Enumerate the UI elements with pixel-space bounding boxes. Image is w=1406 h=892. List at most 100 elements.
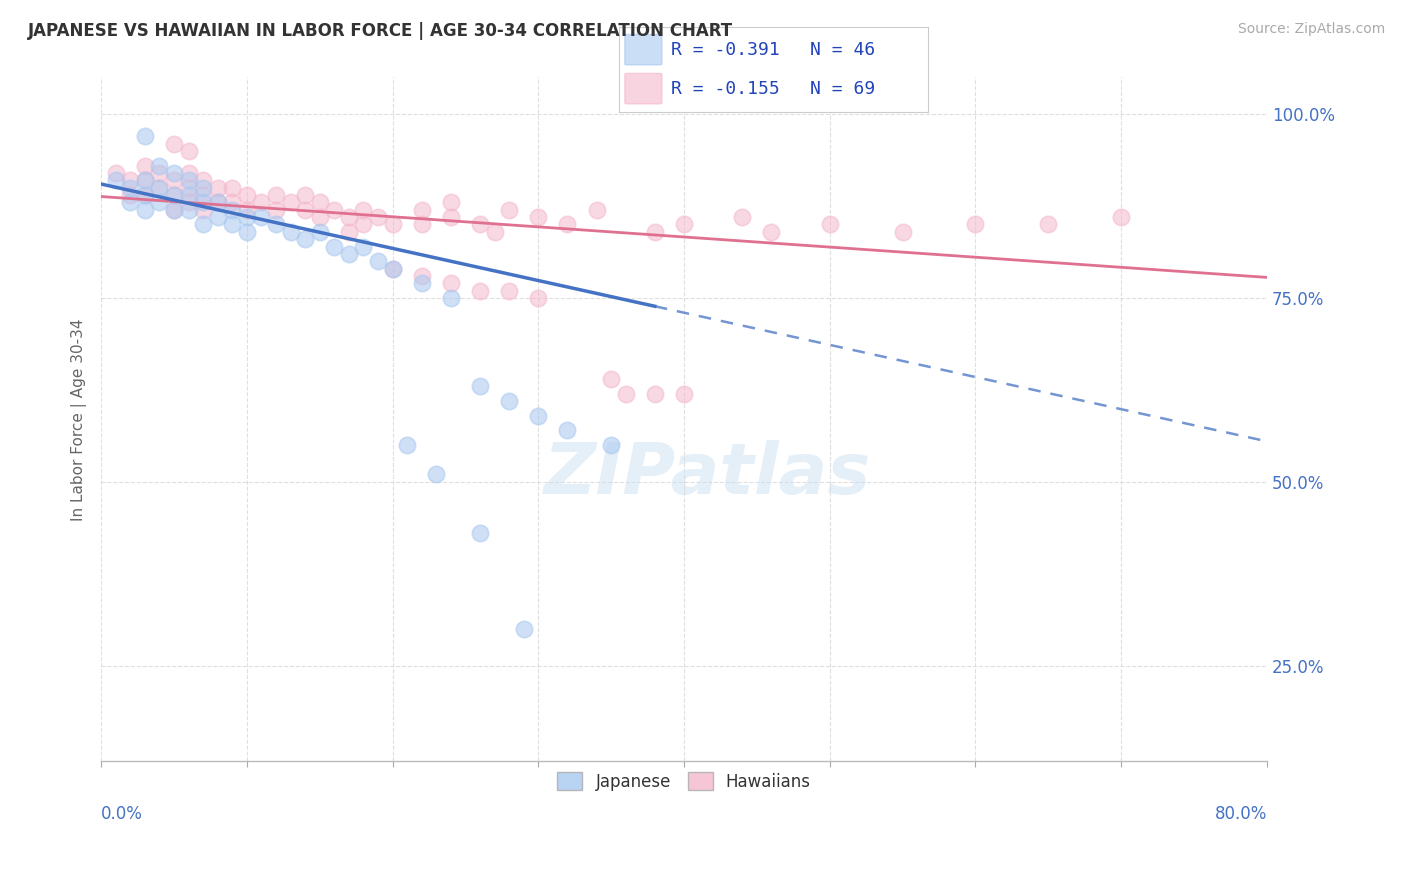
Point xyxy=(381,261,404,276)
Point xyxy=(148,195,170,210)
Point xyxy=(440,277,463,291)
Point xyxy=(381,261,404,276)
Text: N = 46: N = 46 xyxy=(810,41,876,59)
Point xyxy=(236,188,259,202)
Point xyxy=(177,144,200,158)
Point xyxy=(498,393,520,408)
Point xyxy=(236,202,259,217)
Point xyxy=(221,218,243,232)
Point xyxy=(337,247,360,261)
Point xyxy=(221,180,243,194)
Point xyxy=(191,202,214,217)
Point xyxy=(163,136,186,151)
Point xyxy=(468,218,491,232)
Text: 80.0%: 80.0% xyxy=(1215,805,1267,823)
Point xyxy=(163,173,186,187)
Point xyxy=(177,188,200,202)
Point xyxy=(148,159,170,173)
Point xyxy=(221,195,243,210)
Point xyxy=(411,277,433,291)
Point xyxy=(104,173,127,187)
Point xyxy=(731,210,754,224)
Point xyxy=(1109,210,1132,224)
Point xyxy=(280,225,302,239)
Point xyxy=(236,225,259,239)
Point xyxy=(672,218,695,232)
Point xyxy=(177,173,200,187)
Point xyxy=(498,202,520,217)
Point xyxy=(308,195,330,210)
Point xyxy=(585,202,607,217)
Point xyxy=(191,173,214,187)
Y-axis label: In Labor Force | Age 30-34: In Labor Force | Age 30-34 xyxy=(72,318,87,521)
FancyBboxPatch shape xyxy=(624,35,662,65)
Point xyxy=(396,438,419,452)
Point xyxy=(425,467,447,482)
Point xyxy=(965,218,987,232)
Point xyxy=(191,188,214,202)
Point xyxy=(411,268,433,283)
Point xyxy=(120,180,142,194)
Point xyxy=(120,195,142,210)
Point xyxy=(177,195,200,210)
Text: R = -0.391: R = -0.391 xyxy=(671,41,780,59)
Point xyxy=(294,202,316,217)
Point xyxy=(672,386,695,401)
Point xyxy=(352,218,374,232)
Point xyxy=(294,188,316,202)
Point xyxy=(411,218,433,232)
Point xyxy=(367,254,389,268)
Point xyxy=(250,210,273,224)
Point xyxy=(891,225,914,239)
Point xyxy=(352,202,374,217)
Point xyxy=(207,180,229,194)
Point xyxy=(134,202,156,217)
Point xyxy=(294,232,316,246)
Point xyxy=(411,202,433,217)
Point xyxy=(381,218,404,232)
Point xyxy=(120,188,142,202)
Point xyxy=(644,386,666,401)
Point xyxy=(148,180,170,194)
Point xyxy=(207,195,229,210)
Point xyxy=(512,622,534,636)
Point xyxy=(440,210,463,224)
Point xyxy=(163,202,186,217)
Point xyxy=(221,202,243,217)
Point xyxy=(264,202,287,217)
Point xyxy=(120,173,142,187)
Point xyxy=(527,210,550,224)
Point xyxy=(527,409,550,423)
Point xyxy=(498,284,520,298)
Point xyxy=(557,218,579,232)
Point xyxy=(191,180,214,194)
Point xyxy=(134,129,156,144)
Point xyxy=(191,195,214,210)
Point xyxy=(134,173,156,187)
Text: N = 69: N = 69 xyxy=(810,79,876,97)
Point xyxy=(308,210,330,224)
Point xyxy=(352,239,374,253)
Point xyxy=(323,239,346,253)
Point xyxy=(600,438,623,452)
Point xyxy=(134,188,156,202)
Point xyxy=(280,195,302,210)
Point xyxy=(191,218,214,232)
Point xyxy=(148,180,170,194)
Point xyxy=(600,372,623,386)
Point xyxy=(484,225,506,239)
Point xyxy=(264,188,287,202)
Point xyxy=(134,188,156,202)
Text: Source: ZipAtlas.com: Source: ZipAtlas.com xyxy=(1237,22,1385,37)
Text: 0.0%: 0.0% xyxy=(101,805,143,823)
Text: JAPANESE VS HAWAIIAN IN LABOR FORCE | AGE 30-34 CORRELATION CHART: JAPANESE VS HAWAIIAN IN LABOR FORCE | AG… xyxy=(28,22,734,40)
Point xyxy=(177,180,200,194)
Point xyxy=(337,225,360,239)
Point xyxy=(440,195,463,210)
Point xyxy=(163,202,186,217)
Point xyxy=(644,225,666,239)
Point xyxy=(468,284,491,298)
Point xyxy=(236,210,259,224)
Point xyxy=(367,210,389,224)
Point xyxy=(177,202,200,217)
